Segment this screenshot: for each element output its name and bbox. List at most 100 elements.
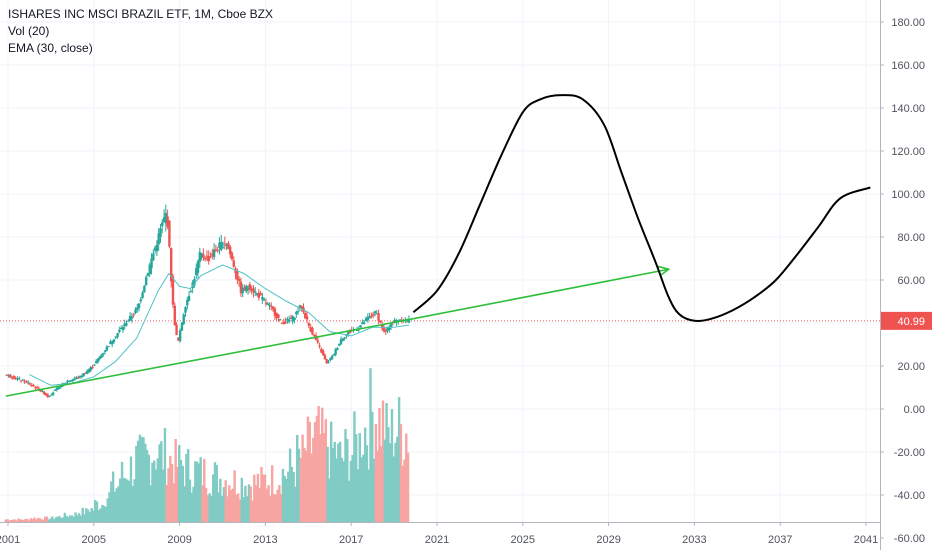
volume-bar	[179, 459, 183, 522]
volume-bar	[399, 424, 403, 522]
candle-body	[166, 216, 169, 227]
volume-bar	[215, 465, 218, 522]
volume-bar	[210, 495, 213, 522]
time-axis[interactable]: 2001 2005 2009 2013 2017 2021 2025 2029 2033 2037…	[0, 522, 880, 550]
volume-bar	[127, 480, 131, 522]
candle-body	[168, 220, 171, 247]
candle-body	[405, 321, 409, 323]
volume-bar	[224, 480, 227, 522]
candle-body	[28, 383, 32, 385]
candle-body	[273, 308, 277, 316]
volume-bar	[42, 519, 45, 522]
volume-bar	[347, 480, 351, 522]
volume-bar	[58, 516, 61, 522]
volume-bar	[355, 434, 358, 522]
candle-body	[73, 378, 76, 380]
volume-bar	[151, 462, 154, 522]
volume-bar	[111, 471, 115, 522]
volume-bar	[312, 437, 315, 522]
candle-body	[71, 379, 75, 381]
volume-bar	[319, 434, 322, 522]
candle-body	[343, 337, 346, 339]
volume-bar	[365, 445, 369, 522]
candle-body	[252, 288, 255, 293]
volume-bar	[287, 471, 290, 522]
volume-bar	[176, 466, 179, 522]
candle-body	[123, 323, 126, 327]
candle-body	[98, 356, 101, 360]
candle-body	[80, 375, 84, 377]
candle-body	[109, 341, 112, 345]
candle-body	[311, 327, 314, 335]
volume-bar	[371, 411, 374, 522]
price-tick-label: 160.00	[891, 60, 925, 72]
volume-bar	[397, 397, 401, 522]
volume-bar	[38, 518, 42, 522]
volume-bar	[6, 519, 9, 522]
volume-bar	[61, 517, 65, 522]
grid-lines	[0, 0, 880, 539]
volume-bar	[122, 477, 126, 522]
candle-body	[225, 244, 228, 246]
price-tick-label: -40.00	[894, 490, 925, 502]
candle-body	[234, 268, 237, 274]
volume-bar	[265, 488, 269, 522]
price-tick-label: 120.00	[891, 146, 925, 158]
candle-body	[407, 319, 411, 323]
candle-body	[259, 293, 262, 296]
ema-series	[29, 264, 410, 386]
volume-bar	[290, 466, 294, 522]
candle-body	[159, 228, 162, 238]
candle-body	[241, 287, 244, 294]
price-tick-label: 180.00	[891, 17, 925, 29]
volume-bar	[70, 515, 74, 522]
volume-bar	[153, 460, 156, 522]
price-axis[interactable]: 180.00 160.00 140.00 120.00 100.00 80.00 60.00…	[880, 0, 932, 550]
candle-body	[388, 327, 391, 330]
candle-body	[300, 306, 303, 310]
volume-bar	[138, 434, 142, 522]
volume-bar	[356, 469, 360, 522]
candle-body	[68, 380, 71, 382]
volume-bar	[322, 432, 326, 522]
volume-bar	[136, 440, 140, 522]
volume-bar	[276, 489, 279, 522]
volume-bar	[40, 519, 43, 522]
volume-bar	[158, 444, 161, 522]
candle-body	[370, 315, 373, 317]
volume-bar	[20, 519, 24, 522]
volume-bar	[145, 449, 149, 522]
trendline-drawing[interactable]	[5, 265, 671, 397]
candle-body	[152, 253, 155, 261]
candle-body	[282, 322, 286, 325]
candle-body	[173, 305, 176, 326]
volume-bar	[45, 516, 49, 522]
volume-bar	[376, 450, 379, 522]
candle-body	[379, 320, 382, 323]
candle-body	[119, 327, 123, 330]
candle-body	[257, 292, 260, 298]
candle-body	[155, 244, 159, 252]
volume-bar	[115, 488, 118, 522]
candle-body	[44, 393, 48, 396]
ema-line	[29, 264, 410, 386]
candle-body	[320, 348, 323, 353]
trendline	[5, 317, 414, 397]
candle-body	[34, 387, 37, 389]
volume-bar	[344, 429, 347, 522]
candle-body	[103, 350, 107, 352]
candle-body	[323, 355, 327, 360]
volume-bar	[272, 494, 276, 522]
candle-body	[184, 307, 187, 313]
volume-bar	[328, 478, 331, 522]
volume-bar	[367, 469, 370, 522]
volume-bar	[269, 495, 272, 522]
volume-bar	[274, 494, 277, 522]
volume-bar	[11, 519, 15, 522]
candle-body	[130, 316, 134, 319]
candle-body	[291, 316, 294, 322]
candle-body	[296, 311, 300, 313]
freehand-drawing[interactable]	[412, 94, 871, 323]
